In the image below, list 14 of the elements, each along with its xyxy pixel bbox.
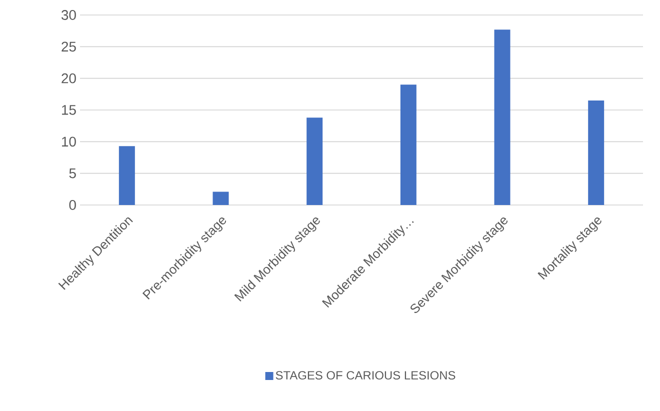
y-tick-label: 10 [62, 136, 76, 147]
y-tick-label: 5 [69, 168, 76, 178]
y-tick-label: 15 [62, 105, 76, 115]
y-tick-label: 0 [69, 200, 76, 210]
bar [212, 192, 229, 206]
y-tick-label: 30 [62, 10, 76, 20]
bar [400, 84, 416, 206]
y-tick-label: 20 [62, 73, 76, 84]
bar [306, 118, 323, 206]
bar [118, 146, 135, 206]
bar [588, 100, 604, 206]
legend-label: STAGES OF CARIOUS LESIONS [276, 371, 456, 380]
bar [494, 30, 510, 206]
y-tick-label: 25 [62, 42, 76, 52]
